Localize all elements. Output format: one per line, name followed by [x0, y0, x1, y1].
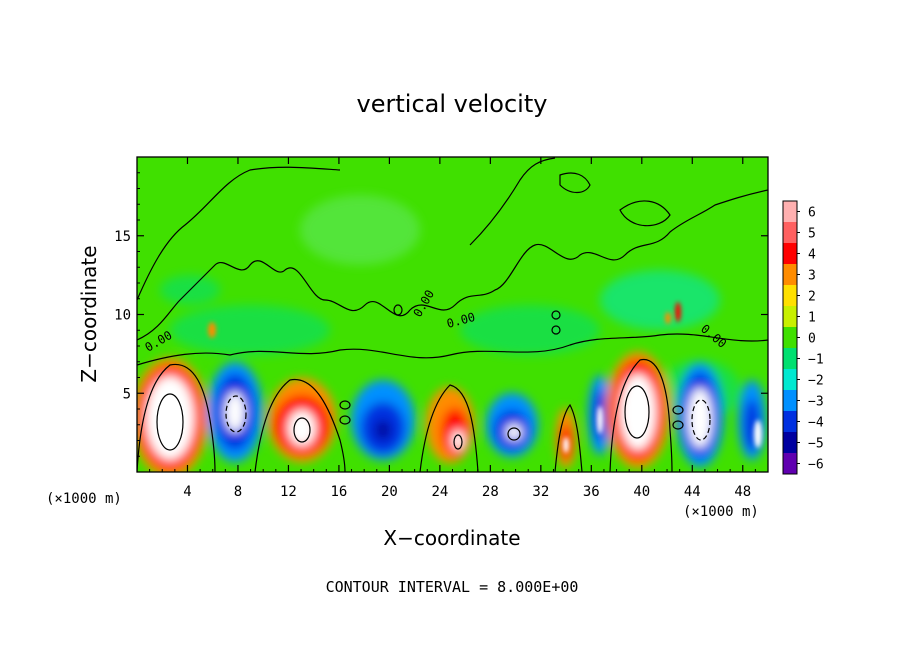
- colorbar-swatch: [783, 285, 797, 307]
- x-tick-label: 48: [734, 484, 751, 500]
- colorbar-label: 6: [808, 206, 816, 221]
- colorbar-swatch: [783, 201, 797, 223]
- colorbar-swatch: [783, 327, 797, 349]
- colorbar-label: −2: [808, 374, 824, 389]
- colorbar-swatch: [783, 390, 797, 412]
- y-tick-label: 5: [123, 386, 131, 402]
- x-tick-label: 4: [183, 484, 191, 500]
- x-unit-label-right: (×1000 m): [683, 504, 759, 520]
- y-tick-label: 15: [114, 229, 131, 245]
- colorbar-swatch: [783, 432, 797, 454]
- colorbar-label: −4: [808, 416, 824, 431]
- x-tick-label: 20: [381, 484, 398, 500]
- colorbar-swatch: [783, 411, 797, 433]
- x-tick-label: 44: [684, 484, 701, 500]
- x-tick-label: 24: [431, 484, 448, 500]
- colorbar-label: 2: [808, 290, 816, 305]
- x-tick-label: 32: [532, 484, 549, 500]
- x-tick-label: 12: [280, 484, 297, 500]
- colorbar-swatch: [783, 306, 797, 328]
- colorbar-label: −6: [808, 458, 824, 473]
- colorbar: 6 5 4 3 2 1 0 −1 −2 −3 −4 −5 −6: [782, 200, 824, 475]
- colorbar-label: 0: [808, 332, 816, 347]
- colorbar-label: −3: [808, 395, 824, 410]
- x-tick-label: 28: [482, 484, 499, 500]
- y-axis-title: Z−coordinate: [77, 245, 101, 382]
- x-tick-label: 16: [330, 484, 347, 500]
- colorbar-swatch: [783, 264, 797, 286]
- colorbar-label: 1: [808, 311, 816, 326]
- colorbar-swatch: [783, 222, 797, 244]
- colorbar-swatch: [783, 453, 797, 475]
- colorbar-label: 3: [808, 269, 816, 284]
- colorbar-label: −5: [808, 437, 824, 452]
- x-tick-label: 36: [583, 484, 600, 500]
- colorbar-swatch: [783, 348, 797, 370]
- colorbar-swatch: [783, 369, 797, 391]
- x-unit-label-left: (×1000 m): [46, 491, 122, 507]
- chart-title: vertical velocity: [357, 90, 548, 118]
- y-axis-ticks: 5 10 15: [114, 172, 768, 457]
- contour-interval-note: CONTOUR INTERVAL = 8.000E+00: [326, 578, 579, 596]
- colorbar-label: −1: [808, 353, 824, 368]
- x-axis-title: X−coordinate: [383, 526, 520, 550]
- x-tick-label: 40: [633, 484, 650, 500]
- x-tick-label: 8: [234, 484, 242, 500]
- colorbar-label: 5: [808, 227, 816, 242]
- small-features: [208, 302, 762, 453]
- plot-area: 0.00 0.00 0.00 0.00: [136, 156, 769, 473]
- field-shading: [137, 195, 766, 472]
- zero-contours: [137, 157, 768, 472]
- colorbar-label: 4: [808, 248, 816, 263]
- y-tick-label: 10: [114, 308, 131, 324]
- x-axis-ticks: 4 8 12 16 20 24 28 32 36 40 44 48: [149, 157, 756, 500]
- colorbar-swatch: [783, 243, 797, 265]
